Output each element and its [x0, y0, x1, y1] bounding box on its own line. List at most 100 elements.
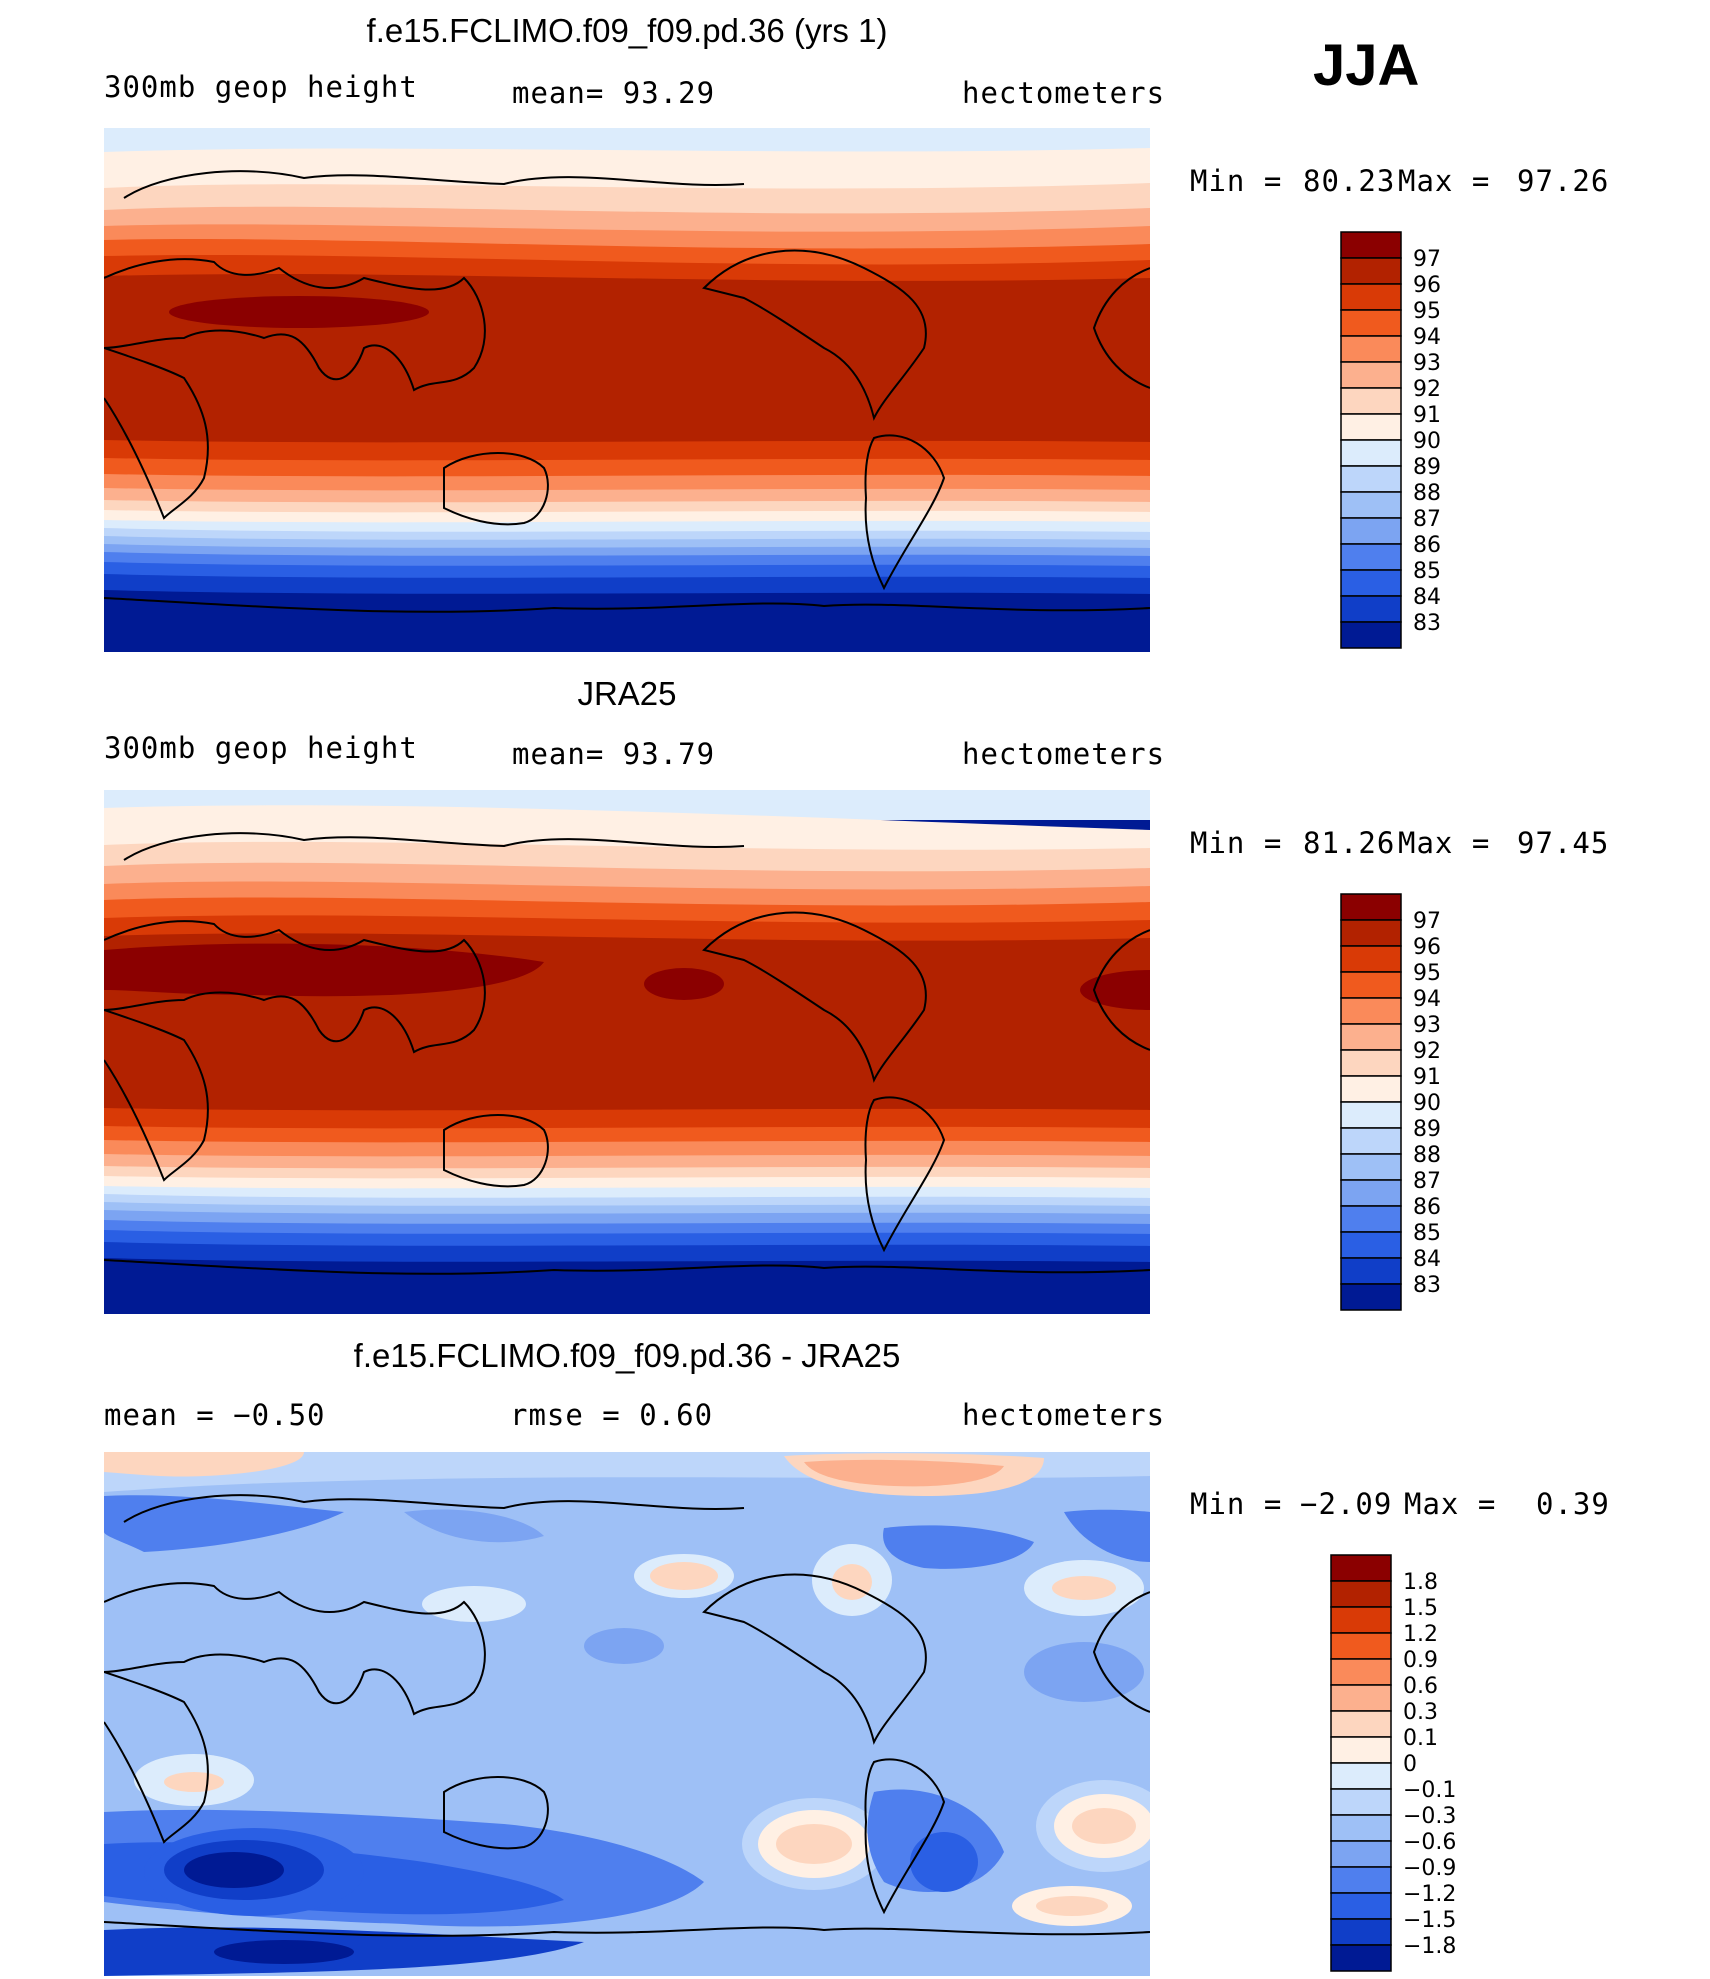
- colorbar-box: [1340, 543, 1402, 571]
- colorbar-box: [1330, 1892, 1392, 1920]
- colorbar-box: [1330, 1918, 1392, 1946]
- panel-3-max-value: 0.39: [1536, 1487, 1610, 1521]
- colorbar-box: [1340, 621, 1402, 649]
- panel-2-mean-label: mean= 93.79: [512, 737, 716, 771]
- colorbar-tick-label: 0.6: [1403, 1674, 1438, 1699]
- panel-2-min-value: 81.26: [1303, 826, 1396, 860]
- colorbar-box: [1340, 1231, 1402, 1259]
- panel-3-colorbar: 1.81.51.20.90.60.30.10−0.1−0.3−0.6−0.9−1…: [1330, 1554, 1456, 1972]
- colorbar-tick-label: −0.9: [1403, 1856, 1456, 1881]
- colorbar-tick-label: 89: [1413, 455, 1441, 480]
- panel-1-max-label: Max =: [1398, 164, 1491, 198]
- colorbar-tick-label: 94: [1413, 987, 1441, 1012]
- colorbar-box: [1340, 517, 1402, 545]
- colorbar-tick-label: 90: [1413, 1091, 1441, 1116]
- colorbar-box: [1340, 595, 1402, 623]
- panel-2-title: JRA25: [577, 675, 677, 712]
- colorbar-tick-label: 84: [1413, 1247, 1441, 1272]
- colorbar-tick-label: 83: [1413, 611, 1441, 636]
- colorbar-box: [1330, 1788, 1392, 1816]
- panel-3-contour-bands: [104, 1452, 1150, 1976]
- colorbar-tick-label: 85: [1413, 1221, 1441, 1246]
- colorbar-tick-label: 0: [1403, 1752, 1417, 1777]
- colorbar-box: [1340, 491, 1402, 519]
- panel-2-units-label: hectometers: [962, 737, 1166, 771]
- colorbar-tick-label: 94: [1413, 325, 1441, 350]
- colorbar-box: [1330, 1866, 1392, 1894]
- colorbar-box: [1340, 569, 1402, 597]
- panel-3-coastlines: [104, 1494, 1150, 1937]
- colorbar-tick-label: 1.5: [1403, 1596, 1438, 1621]
- panel-1-min-value: 80.23: [1303, 164, 1396, 198]
- colorbar-box: [1340, 1257, 1402, 1285]
- colorbar-box: [1330, 1580, 1392, 1608]
- colorbar-tick-label: 0.1: [1403, 1726, 1438, 1751]
- colorbar-box: [1340, 439, 1402, 467]
- colorbar-tick-label: 93: [1413, 351, 1441, 376]
- colorbar-box: [1330, 1554, 1392, 1582]
- colorbar-box: [1340, 413, 1402, 441]
- colorbar-tick-label: 86: [1413, 1195, 1441, 1220]
- panel-2-map: [104, 790, 1150, 1314]
- colorbar-box: [1330, 1736, 1392, 1764]
- colorbar-tick-label: 83: [1413, 1273, 1441, 1298]
- panel-2-max-label: Max =: [1398, 826, 1491, 860]
- colorbar-tick-label: −1.5: [1403, 1908, 1456, 1933]
- colorbar-tick-label: 96: [1413, 273, 1441, 298]
- colorbar-tick-label: 88: [1413, 481, 1441, 506]
- colorbar-box: [1340, 1179, 1402, 1207]
- panel-1-map: [104, 128, 1150, 652]
- colorbar-box: [1340, 1023, 1402, 1051]
- colorbar-box: [1340, 1101, 1402, 1129]
- panel-3-max-label: Max =: [1404, 1487, 1497, 1521]
- colorbar-box: [1340, 997, 1402, 1025]
- colorbar-box: [1330, 1684, 1392, 1712]
- colorbar-tick-label: 90: [1413, 429, 1441, 454]
- colorbar-tick-label: −1.2: [1403, 1882, 1456, 1907]
- panel-3-map: [104, 1452, 1150, 1976]
- panel-2-contour-bands: [104, 790, 1150, 1314]
- colorbar-tick-label: 96: [1413, 935, 1441, 960]
- colorbar-tick-label: 97: [1413, 247, 1441, 272]
- colorbar-tick-label: −0.6: [1403, 1830, 1456, 1855]
- panel-1-min-label: Min =: [1190, 164, 1283, 198]
- colorbar-box: [1340, 971, 1402, 999]
- panel-2-coastlines: [104, 832, 1150, 1275]
- panel-1-variable-label: 300mb geop height: [104, 70, 418, 104]
- colorbar-box: [1330, 1658, 1392, 1686]
- panel-2-min-label: Min =: [1190, 826, 1283, 860]
- panel-3-units-label: hectometers: [962, 1398, 1166, 1432]
- colorbar-tick-label: 92: [1413, 377, 1441, 402]
- colorbar-box: [1340, 335, 1402, 363]
- colorbar-box: [1340, 945, 1402, 973]
- colorbar-box: [1340, 465, 1402, 493]
- colorbar-tick-label: 87: [1413, 1169, 1441, 1194]
- colorbar-tick-label: 1.8: [1403, 1570, 1438, 1595]
- panel-3-rmse-label: rmse = 0.60: [510, 1398, 714, 1432]
- colorbar-tick-label: 89: [1413, 1117, 1441, 1142]
- colorbar-box: [1340, 1049, 1402, 1077]
- colorbar-tick-label: 84: [1413, 585, 1441, 610]
- colorbar-box: [1330, 1632, 1392, 1660]
- colorbar-box: [1340, 1075, 1402, 1103]
- colorbar-box: [1340, 387, 1402, 415]
- panel-3-min-label: Min =: [1190, 1487, 1283, 1521]
- colorbar-box: [1340, 231, 1402, 259]
- panel-2-max-value: 97.45: [1517, 826, 1610, 860]
- colorbar-tick-label: 92: [1413, 1039, 1441, 1064]
- colorbar-box: [1340, 893, 1402, 921]
- colorbar-box: [1340, 361, 1402, 389]
- colorbar-tick-label: 0.3: [1403, 1700, 1438, 1725]
- colorbar-tick-label: 1.2: [1403, 1622, 1438, 1647]
- colorbar-box: [1330, 1944, 1392, 1972]
- panel-1-units-label: hectometers: [962, 76, 1166, 110]
- panel-1-title: f.e15.FCLIMO.f09_f09.pd.36 (yrs 1): [366, 12, 888, 49]
- colorbar-tick-label: −0.1: [1403, 1778, 1456, 1803]
- colorbar-tick-label: 91: [1413, 1065, 1441, 1090]
- panel-1-coastlines: [104, 170, 1150, 613]
- colorbar-box: [1340, 919, 1402, 947]
- panel-2-variable-label: 300mb geop height: [104, 731, 418, 765]
- colorbar-tick-label: 0.9: [1403, 1648, 1438, 1673]
- colorbar-box: [1340, 1153, 1402, 1181]
